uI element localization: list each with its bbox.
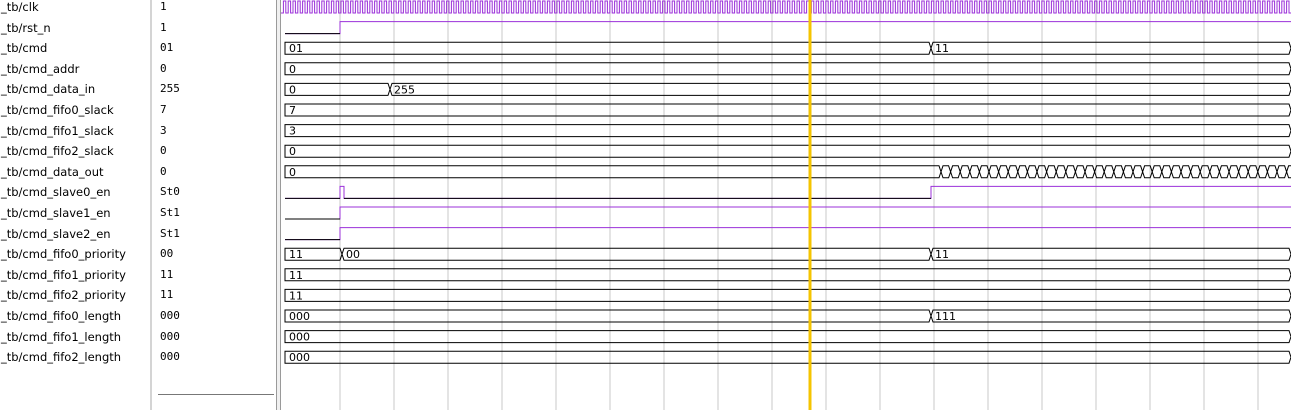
signal-name-pane[interactable]: _tb/clk _tb/rst_n _tb/cmd _tb/cmd_addr _tb/c… [0, 0, 150, 410]
signal-value-cmd_slave2_en: St1 [160, 227, 180, 240]
signal-value-cmd_fifo0_slack: 7 [160, 103, 167, 116]
fifo1-length-waveform-label: 000 [289, 331, 310, 344]
signal-name-cmd_fifo1_length[interactable]: _tb/cmd_fifo1_length [1, 330, 122, 344]
fifo2-priority-waveform-label: 11 [289, 289, 303, 302]
slave2-en-waveform [285, 227, 1291, 241]
fifo2-slack-waveform-label: 0 [289, 145, 296, 158]
signal-value-rst_n: 1 [160, 21, 167, 34]
cmd-waveform-segment [284, 41, 932, 55]
fifo2-slack-waveform-segment [284, 144, 1291, 158]
fifo1-priority-waveform-label: 11 [289, 269, 303, 282]
cmd-addr-waveform-segment [284, 62, 1291, 76]
signal-name-cmd_data_out[interactable]: _tb/cmd_data_out [1, 165, 104, 179]
signal-name-cmd_fifo1_slack[interactable]: _tb/cmd_fifo1_slack [1, 124, 114, 138]
signal-value-cmd: 01 [160, 41, 174, 54]
cmd-data-out-label: 0 [289, 166, 296, 179]
rst-n-waveform [285, 21, 1291, 35]
fifo1-length-waveform-segment [284, 330, 1291, 344]
cmd-waveform-label: 01 [289, 42, 303, 55]
signal-name-cmd_slave2_en[interactable]: _tb/cmd_slave2_en [1, 227, 111, 241]
signal-value-cmd_fifo2_slack: 0 [160, 144, 167, 157]
signal-name-cmd_fifo0_slack[interactable]: _tb/cmd_fifo0_slack [1, 103, 114, 117]
fifo0-priority-waveform-segment [930, 247, 1291, 261]
fifo2-length-waveform-segment [284, 350, 1291, 364]
pane-splitter-names-values[interactable] [150, 0, 152, 410]
cmd-addr-waveform-label: 0 [289, 63, 296, 76]
signal-name-cmd_fifo2_length[interactable]: _tb/cmd_fifo2_length [1, 350, 122, 364]
fifo0-length-waveform-label: 111 [935, 310, 956, 323]
signal-value-cmd_fifo0_priority: 00 [160, 247, 174, 260]
signal-name-cmd_fifo2_slack[interactable]: _tb/cmd_fifo2_slack [1, 144, 114, 158]
fifo2-length-waveform-label: 000 [289, 351, 310, 364]
cmd-data-in-waveform-label: 255 [394, 83, 415, 96]
signal-name-cmd_fifo2_priority[interactable]: _tb/cmd_fifo2_priority [1, 288, 126, 302]
fifo1-slack-waveform-segment [284, 124, 1291, 138]
cmd-waveform-segment [930, 41, 1291, 55]
fifo0-length-waveform-segment [930, 309, 1291, 323]
fifo1-slack-waveform-label: 3 [289, 125, 296, 138]
signal-value-cmd_fifo1_priority: 11 [160, 268, 174, 281]
fifo0-priority-waveform-label: 11 [935, 248, 949, 261]
signal-name-cmd_fifo0_priority[interactable]: _tb/cmd_fifo0_priority [1, 247, 126, 261]
signal-name-cmd_addr[interactable]: _tb/cmd_addr [1, 62, 80, 76]
fifo0-slack-waveform-label: 7 [289, 104, 296, 117]
signal-value-cmd_fifo1_slack: 3 [160, 124, 167, 137]
slave0-en-waveform [285, 185, 1291, 199]
signal-name-cmd[interactable]: _tb/cmd [1, 41, 48, 55]
signal-name-clk[interactable]: _tb/clk [1, 0, 39, 14]
signal-name-rst_n[interactable]: _tb/rst_n [1, 21, 51, 35]
signal-value-clk: 1 [160, 0, 167, 13]
fifo2-priority-waveform-segment [284, 288, 1291, 302]
signal-value-cmd_data_in: 255 [160, 82, 180, 95]
signal-name-cmd_fifo0_length[interactable]: _tb/cmd_fifo0_length [1, 309, 122, 323]
value-pane-bottom-line [158, 394, 274, 395]
signal-value-cmd_fifo0_length: 000 [160, 309, 180, 322]
cmd-data-in-waveform-label: 0 [289, 83, 296, 96]
signal-name-cmd_slave1_en[interactable]: _tb/cmd_slave1_en [1, 206, 111, 220]
cmd-data-out-segment [284, 165, 942, 179]
signal-name-cmd_slave0_en[interactable]: _tb/cmd_slave0_en [1, 185, 111, 199]
signal-name-cmd_fifo1_priority[interactable]: _tb/cmd_fifo1_priority [1, 268, 126, 282]
fifo0-length-waveform-segment [284, 309, 932, 323]
cmd-data-in-waveform-segment [389, 82, 1291, 96]
signal-value-cmd_fifo1_length: 000 [160, 330, 180, 343]
signal-value-cmd_addr: 0 [160, 62, 167, 75]
fifo0-priority-waveform-label: 11 [289, 248, 303, 261]
cmd-data-out-toggle [940, 165, 1291, 179]
fifo0-length-waveform-label: 000 [289, 310, 310, 323]
signal-value-cmd_fifo2_priority: 11 [160, 288, 174, 301]
fifo0-slack-waveform-segment [284, 103, 1291, 117]
pane-splitter-values-wave[interactable] [276, 0, 281, 410]
signal-value-pane[interactable]: 1 1 01 0 255 7 3 0 0 St0 St1 St1 00 11 11 000 000 000 [152, 0, 276, 410]
signal-value-cmd_data_out: 0 [160, 165, 167, 178]
signal-value-cmd_fifo2_length: 000 [160, 350, 180, 363]
signal-value-cmd_slave1_en: St1 [160, 206, 180, 219]
fifo0-priority-waveform-label: 00 [346, 248, 360, 261]
signal-value-cmd_slave0_en: St0 [160, 185, 180, 198]
clk-waveform [281, 0, 1291, 14]
slave1-en-waveform [285, 206, 1291, 220]
cmd-data-in-waveform-segment [284, 82, 391, 96]
fifo0-priority-waveform-segment [341, 247, 932, 261]
fifo1-priority-waveform-segment [284, 268, 1291, 282]
signal-name-cmd_data_in[interactable]: _tb/cmd_data_in [1, 82, 96, 96]
cmd-waveform-label: 11 [935, 42, 949, 55]
